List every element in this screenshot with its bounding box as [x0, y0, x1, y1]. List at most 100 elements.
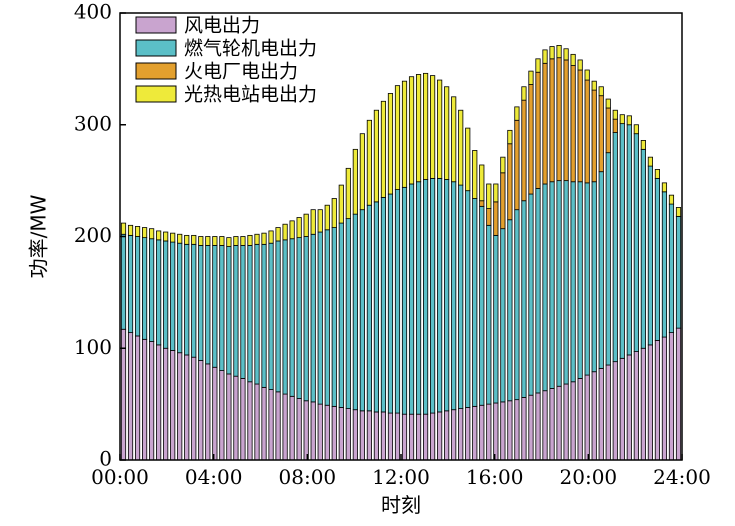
bar-segment-s1-7: [170, 241, 176, 351]
bar-segment-s1-26: [303, 236, 309, 402]
bar-segment-s1-71: [619, 123, 625, 359]
bar-segment-s3-73: [633, 124, 639, 135]
bar-segment-s3-67: [591, 80, 597, 91]
bar-segment-s2-66: [584, 79, 590, 184]
bar-segment-s3-21: [268, 230, 274, 244]
bar-segment-s1-37: [380, 196, 387, 413]
legend-label-2: 火电厂电出力: [184, 61, 298, 83]
bar-segment-s0-70: [612, 361, 618, 461]
bar-segment-s1-10: [191, 243, 197, 358]
bar-segment-s1-56: [514, 209, 520, 401]
bar-segment-s1-30: [331, 227, 337, 407]
bar-segment-s0-14: [219, 370, 225, 461]
bar-segment-s1-75: [647, 165, 653, 346]
bar-segment-s2-54: [500, 172, 506, 230]
y-tick-label: 300: [74, 111, 112, 135]
bar-segment-s0-71: [619, 357, 625, 461]
bar-segment-s2-61: [549, 58, 555, 183]
bar-segment-s3-60: [542, 49, 548, 64]
bar-segment-s3-23: [282, 223, 288, 241]
bar-segment-s2-68: [598, 95, 604, 173]
bar-segment-s3-9: [184, 234, 190, 245]
bar-segment-s0-3: [142, 338, 148, 461]
bar-segment-s0-69: [605, 364, 611, 461]
bar-segment-s0-12: [205, 363, 211, 461]
bar-segment-s3-55: [507, 129, 513, 145]
bar-segment-s3-26: [303, 213, 309, 237]
y-tick-label: 100: [74, 335, 112, 359]
bar-segment-s1-3: [142, 237, 148, 340]
bar-segment-s0-64: [570, 381, 576, 461]
bar-segment-s1-8: [177, 242, 183, 354]
x-tick-label: 16:00: [466, 465, 524, 489]
bar-segment-s1-69: [605, 152, 611, 366]
x-tick-label: 20:00: [560, 465, 618, 489]
bar-segment-s0-50: [472, 405, 478, 461]
bar-segment-s0-19: [254, 383, 260, 461]
y-tick-label: 0: [99, 447, 112, 471]
bar-segment-s1-63: [563, 180, 569, 385]
bar-segment-s2-59: [535, 71, 541, 189]
bar-segment-s0-57: [521, 397, 527, 461]
bar-segment-s1-43: [423, 179, 429, 415]
bar-segment-s1-77: [661, 191, 668, 338]
bar-segment-s1-25: [296, 237, 302, 399]
bar-segment-s0-4: [149, 341, 155, 461]
bar-segment-s3-10: [191, 234, 197, 245]
bar-segment-s2-65: [577, 69, 583, 183]
bar-segment-s3-76: [654, 169, 660, 179]
bar-segment-s3-58: [528, 70, 534, 85]
bar-segment-s0-1: [127, 332, 134, 461]
bar-segment-s0-43: [423, 413, 429, 461]
bar-segment-s0-52: [486, 403, 492, 461]
bar-segment-s1-1: [127, 234, 134, 334]
bar-segment-s3-49: [465, 127, 471, 192]
bar-segment-s1-32: [345, 218, 351, 409]
bar-segment-s0-5: [156, 344, 162, 461]
bar-segment-s0-29: [324, 404, 330, 461]
bar-segment-s1-47: [451, 181, 457, 411]
bar-segment-s1-34: [359, 209, 365, 412]
bar-segment-s2-52: [486, 208, 492, 226]
bar-segment-s3-34: [359, 133, 365, 211]
bar-segment-s0-79: [675, 327, 682, 461]
bar-segment-s3-28: [317, 209, 323, 233]
bar-segment-s0-23: [282, 393, 288, 461]
x-tick-label: 24:00: [653, 465, 711, 489]
bar-segment-s1-15: [226, 246, 232, 375]
x-tick-label: 00:00: [91, 465, 149, 489]
bar-segment-s3-8: [177, 233, 183, 244]
bar-segment-s0-41: [408, 413, 415, 461]
bar-segment-s1-17: [240, 245, 246, 379]
y-tick-label: 400: [74, 0, 112, 24]
bar-segment-s1-24: [289, 238, 295, 397]
bar-segment-s0-40: [401, 413, 408, 461]
bar-segment-s0-16: [233, 375, 239, 461]
x-tick-label: 04:00: [185, 465, 243, 489]
bar-segment-s1-16: [233, 245, 239, 377]
bar-segment-s3-51: [479, 164, 485, 202]
bar-segment-s3-0: [120, 222, 127, 235]
bar-segment-s0-21: [268, 389, 274, 461]
bar-segment-s1-73: [633, 133, 639, 353]
bar-segment-s1-67: [591, 181, 597, 373]
bar-segment-s1-61: [549, 181, 555, 389]
bar-segment-s3-46: [444, 86, 450, 180]
bar-segment-s0-45: [437, 411, 443, 461]
y-axis: 0 100 200 300 400: [74, 0, 126, 471]
bar-segment-s1-14: [219, 245, 225, 372]
bar-segment-s1-51: [479, 205, 485, 406]
bar-segment-s3-77: [661, 182, 668, 193]
bar-segment-s1-76: [654, 177, 660, 341]
bar-segment-s0-62: [556, 385, 562, 461]
bar-segment-s1-59: [535, 188, 541, 394]
bar-segment-s1-13: [212, 245, 218, 368]
bar-segment-s1-0: [120, 233, 127, 330]
bar-segment-s3-33: [352, 148, 358, 215]
bar-segment-s1-21: [268, 242, 274, 391]
bar-segment-s2-69: [605, 107, 611, 154]
bar-segment-s1-19: [254, 243, 260, 385]
bar-segment-s1-57: [521, 200, 527, 398]
bar-segment-s0-13: [212, 366, 218, 461]
